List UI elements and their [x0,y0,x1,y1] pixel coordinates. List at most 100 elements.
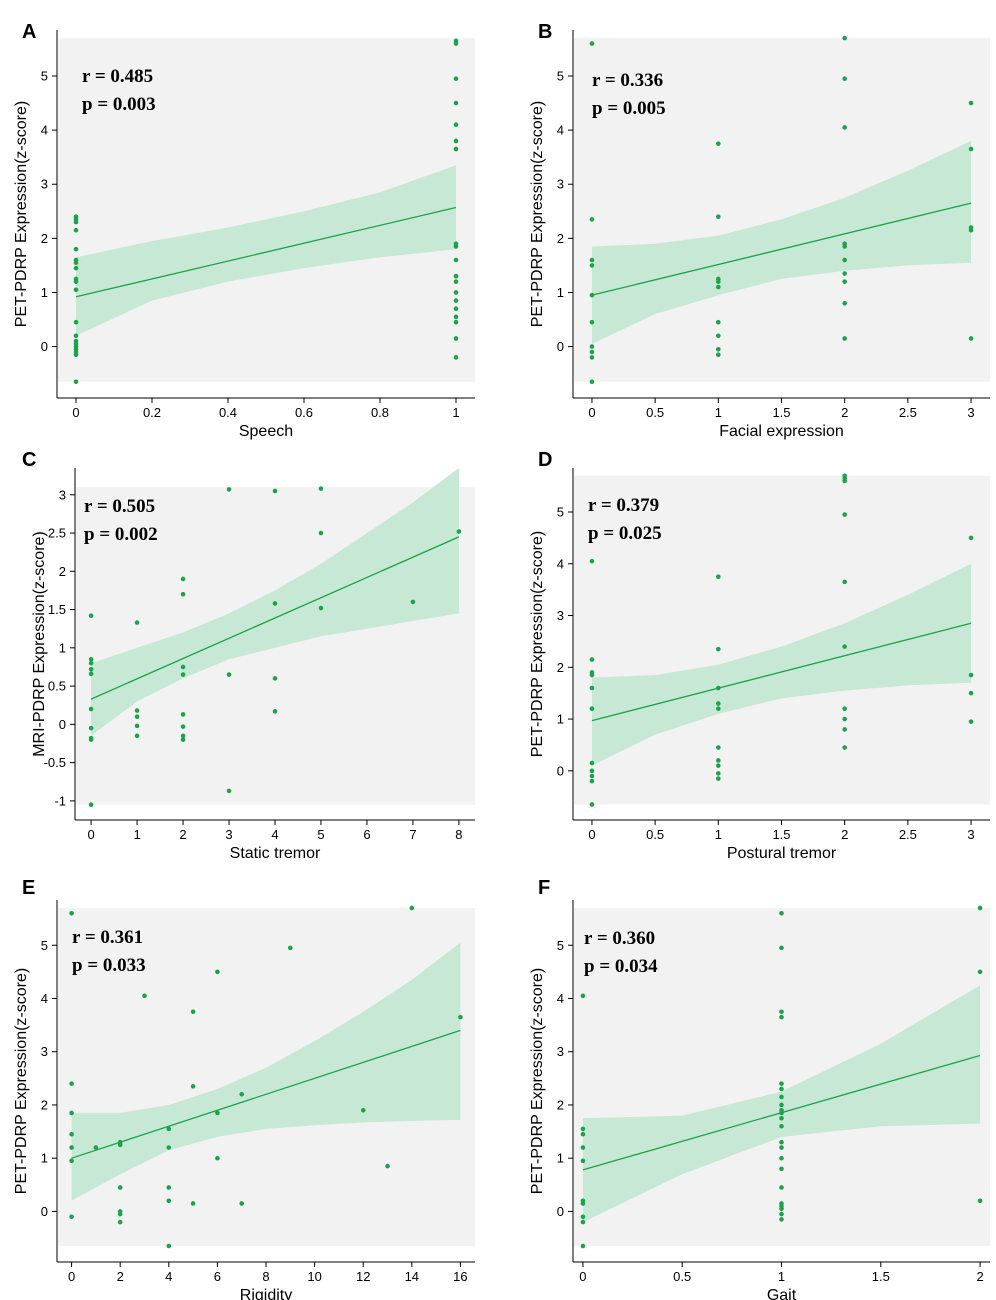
data-point [589,778,595,784]
x-tick-label: 3 [967,827,974,842]
data-point [73,319,79,325]
data-point [166,1145,172,1150]
data-point [69,1110,74,1116]
data-point [580,1126,586,1132]
data-point [385,1163,390,1169]
x-tick-label: 2 [117,1269,124,1284]
data-point [779,1123,784,1129]
data-point [360,1107,366,1113]
data-point [716,333,721,339]
regression-line [75,206,457,298]
panel-f: F 0 0.5 1 1.5 2 0 1 2 3 4 5 Gait PET-PDRP Expression(… [529,877,990,1300]
data-point [589,760,595,766]
data-point [88,613,94,618]
data-point [73,287,79,293]
data-point [180,737,186,742]
data-point [69,1081,74,1086]
data-point [318,486,324,491]
data-point [117,1219,123,1225]
data-point [968,146,974,152]
y-tick-label: 0 [557,763,564,778]
y-tick-label: 2 [557,231,564,246]
data-point [716,745,721,750]
data-point [73,227,79,233]
data-point [69,1131,74,1137]
p-value: p = 0.025 [588,523,662,544]
data-point [190,1084,196,1089]
data-point [73,257,79,263]
data-point [580,1145,586,1150]
y-tick-label: 1.5 [48,602,66,617]
data-point [589,768,595,774]
data-point [73,246,79,252]
panel-letter: C [22,449,36,471]
data-point [288,945,293,951]
y-tick-label: 5 [557,938,564,953]
data-point [779,1211,784,1217]
y-tick-label: 1 [41,285,48,300]
x-tick-label: 0.6 [295,405,313,420]
r-value: r = 0.361 [72,927,143,948]
data-point [842,76,847,82]
y-tick-label: 3 [59,487,66,502]
data-point [968,100,974,106]
data-point [842,257,847,263]
x-axis-label: Gait [767,1287,797,1300]
data-point [453,319,459,325]
y-tick-label: 2 [557,660,564,675]
data-point [716,279,721,284]
regression-line [71,1029,461,1159]
data-point [190,1201,196,1206]
y-tick-label: 4 [557,991,564,1006]
data-point [453,146,459,152]
data-point [69,1145,74,1150]
data-point [453,41,459,46]
data-point [453,100,459,106]
x-axis-label: Rigidity [240,1287,292,1300]
data-point [716,319,721,325]
y-axis-label: PET-PDRP Expression(z-score) [529,531,546,757]
data-point [580,1158,586,1164]
data-point [842,706,847,712]
x-tick-label: 14 [405,1269,419,1284]
data-point [842,125,847,130]
data-point [580,1243,586,1249]
data-point [272,488,278,494]
data-point [453,279,459,284]
data-point [716,352,721,358]
data-point [318,530,324,536]
x-tick-label: 6 [363,827,370,842]
data-point [589,217,595,222]
data-point [117,1211,123,1217]
data-point [453,336,459,341]
x-tick-label: 1 [452,405,459,420]
panel-letter: A [22,21,36,43]
x-tick-label: 1 [778,1269,785,1284]
data-point [580,1219,586,1225]
data-point [842,745,847,750]
plot-area [76,468,475,807]
data-point [73,333,79,339]
y-axis-label: PET-PDRP Expression(z-score) [529,968,546,1194]
data-point [779,1094,784,1100]
data-point [589,379,595,385]
data-point [453,244,459,249]
data-point [716,141,721,146]
data-point [166,1243,172,1249]
data-point [117,1142,123,1148]
p-value: p = 0.002 [84,524,158,545]
data-point [180,733,186,739]
x-tick-label: 1.5 [772,405,790,420]
x-tick-label: 0 [588,827,595,842]
data-point [779,1115,784,1121]
data-point [180,576,186,582]
data-point [134,733,140,739]
y-tick-label: 2 [59,564,66,579]
data-point [226,788,232,794]
data-point [589,344,595,349]
x-tick-label: 1.5 [772,827,790,842]
data-point [73,265,79,271]
data-point [779,1009,784,1015]
